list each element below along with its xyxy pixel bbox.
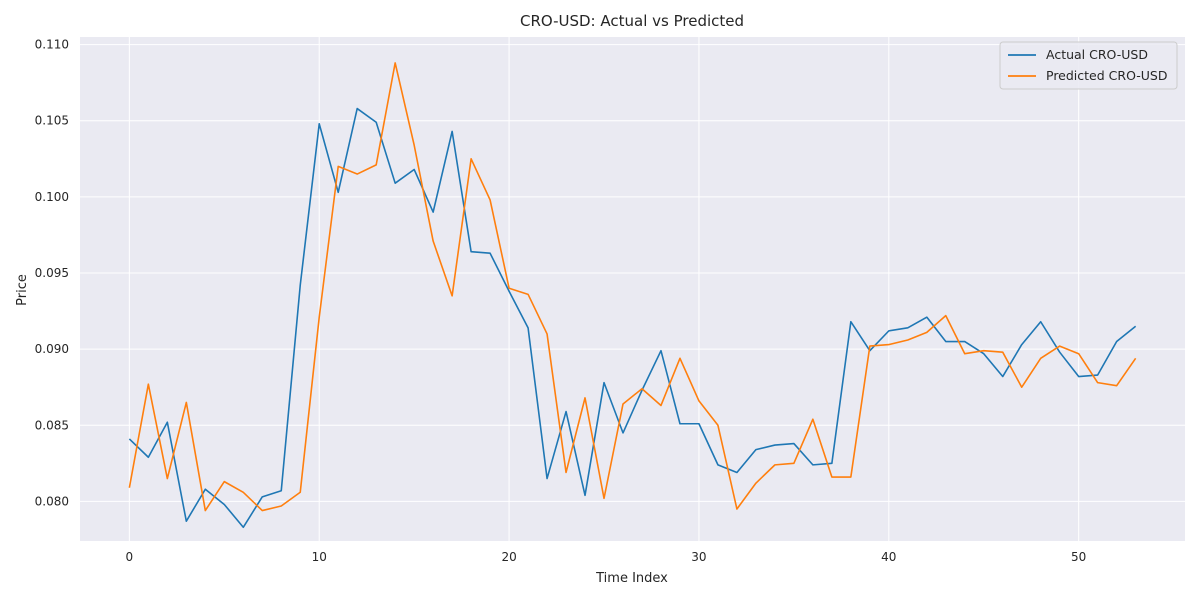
y-tick-label: 0.105 — [35, 114, 69, 128]
series-lines — [128, 62, 1137, 529]
series-line-predicted — [128, 62, 1137, 512]
y-tick-label: 0.090 — [35, 342, 69, 356]
legend-box — [999, 41, 1178, 90]
y-tick-label: 0.085 — [35, 418, 69, 432]
x-tick-label: 20 — [501, 550, 516, 564]
x-axis-label: Time Index — [595, 571, 668, 586]
x-tick-label: 30 — [691, 550, 706, 564]
legend-label: Actual CRO-USD — [1046, 47, 1148, 62]
legend-label: Predicted CRO-USD — [1046, 68, 1167, 83]
chart-title: CRO-USD: Actual vs Predicted — [520, 12, 744, 30]
x-tick-label: 50 — [1071, 550, 1086, 564]
y-tick-label: 0.110 — [35, 38, 69, 52]
y-tick-label: 0.095 — [35, 266, 69, 280]
y-axis-label: Price — [15, 274, 30, 306]
y-tick-label: 0.080 — [35, 494, 69, 508]
x-tick-label: 10 — [312, 550, 327, 564]
x-axis-ticks: 0 10 20 30 40 50 — [126, 550, 1087, 564]
y-tick-label: 0.100 — [35, 190, 69, 204]
plot-background — [80, 37, 1185, 541]
series-line-actual — [128, 107, 1137, 529]
x-tick-label: 0 — [126, 550, 134, 564]
x-tick-label: 40 — [881, 550, 896, 564]
legend: Actual CRO-USD Predicted CRO-USD — [999, 41, 1178, 90]
y-axis-ticks: 0.080 0.085 0.090 0.095 0.100 0.105 0.110 — [35, 38, 69, 509]
